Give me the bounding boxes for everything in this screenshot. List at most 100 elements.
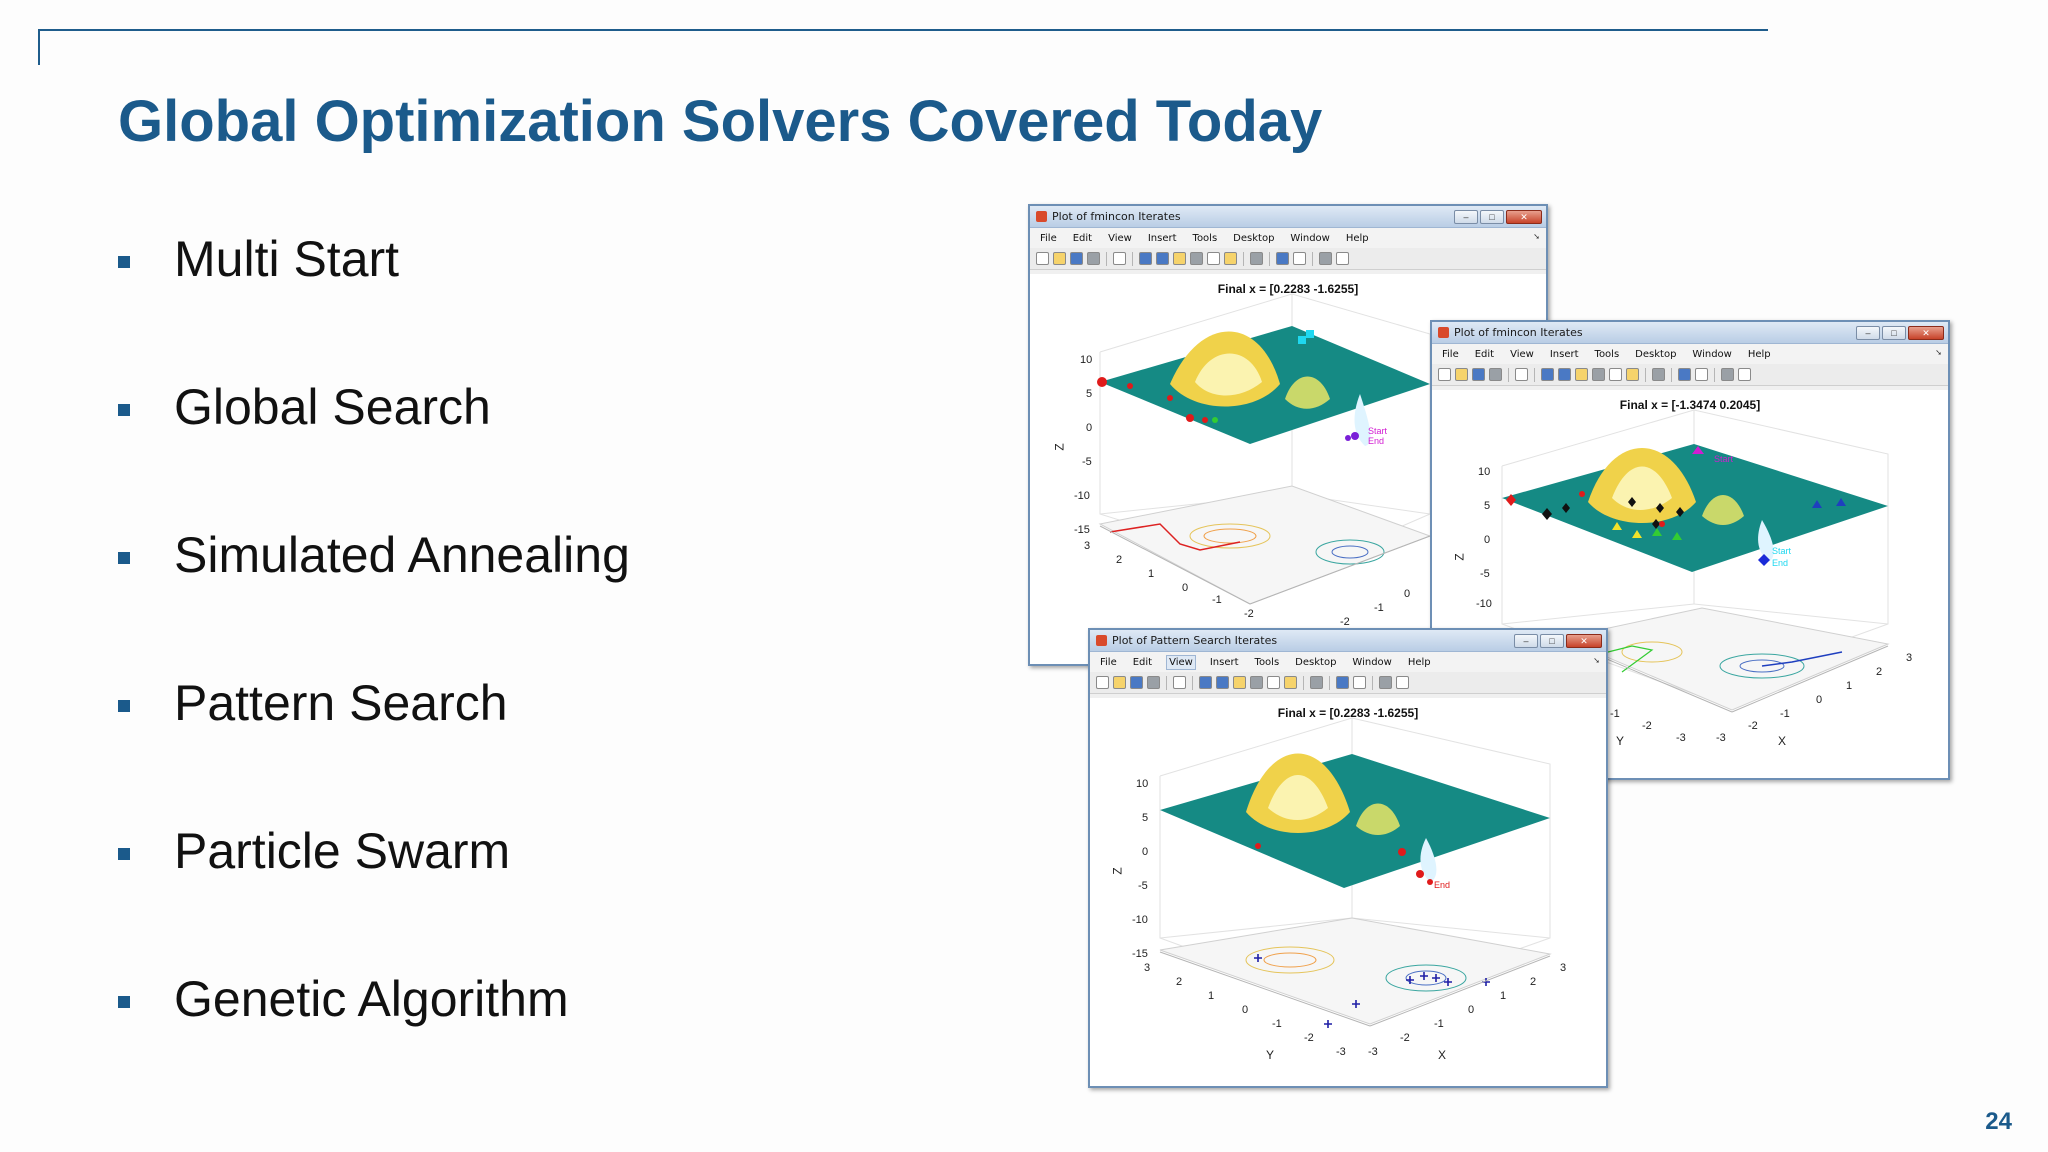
menu-insert[interactable]: Insert (1209, 656, 1239, 668)
link-plot-icon[interactable] (1652, 368, 1665, 381)
figure-toolbar (1432, 364, 1948, 386)
menu-insert[interactable]: Insert (1549, 348, 1579, 360)
open-file-icon[interactable] (1053, 252, 1066, 265)
data-cursor-icon[interactable] (1267, 676, 1280, 689)
print-icon[interactable] (1087, 252, 1100, 265)
brush-icon[interactable] (1284, 676, 1297, 689)
close-button[interactable]: ✕ (1566, 633, 1602, 648)
menu-dock-arrow-icon[interactable]: ➘ (1593, 656, 1600, 665)
menu-file[interactable]: File (1100, 656, 1117, 668)
new-figure-icon[interactable] (1096, 676, 1109, 689)
menu-edit[interactable]: Edit (1072, 232, 1093, 244)
close-button[interactable]: ✕ (1908, 325, 1944, 340)
new-figure-icon[interactable] (1438, 368, 1451, 381)
window-titlebar[interactable]: Plot of fmincon Iterates – □ ✕ (1432, 322, 1948, 344)
show-plot-tools-icon[interactable] (1396, 676, 1409, 689)
menu-dock-arrow-icon[interactable]: ➘ (1533, 232, 1540, 241)
z-tick: -15 (1132, 948, 1148, 960)
z-tick: 0 (1142, 846, 1149, 858)
zoom-out-icon[interactable] (1558, 368, 1571, 381)
menu-edit[interactable]: Edit (1132, 656, 1153, 668)
hide-plot-tools-icon[interactable] (1721, 368, 1734, 381)
hide-plot-tools-icon[interactable] (1319, 252, 1332, 265)
insert-legend-icon[interactable] (1353, 676, 1366, 689)
menu-desktop[interactable]: Desktop (1635, 348, 1677, 360)
rotate-3d-icon[interactable] (1592, 368, 1605, 381)
menu-window[interactable]: Window (1352, 656, 1392, 668)
z-tick: -5 (1138, 880, 1148, 892)
menu-dock-arrow-icon[interactable]: ➘ (1935, 348, 1942, 357)
save-icon[interactable] (1472, 368, 1485, 381)
minimize-button[interactable]: – (1514, 633, 1538, 648)
pan-icon[interactable] (1233, 676, 1246, 689)
brush-icon[interactable] (1626, 368, 1639, 381)
maximize-button[interactable]: □ (1480, 209, 1504, 224)
print-icon[interactable] (1147, 676, 1160, 689)
minimize-button[interactable]: – (1454, 209, 1478, 224)
print-icon[interactable] (1489, 368, 1502, 381)
menu-help[interactable]: Help (1747, 348, 1771, 360)
minimize-button[interactable]: – (1856, 325, 1880, 340)
link-plot-icon[interactable] (1310, 676, 1323, 689)
maximize-button[interactable]: □ (1882, 325, 1906, 340)
list-item-label: Multi Start (174, 231, 400, 287)
zoom-in-icon[interactable] (1199, 676, 1212, 689)
link-plot-icon[interactable] (1250, 252, 1263, 265)
zoom-in-icon[interactable] (1541, 368, 1554, 381)
save-icon[interactable] (1070, 252, 1083, 265)
menu-tools[interactable]: Tools (1192, 232, 1218, 244)
menu-help[interactable]: Help (1345, 232, 1369, 244)
open-file-icon[interactable] (1455, 368, 1468, 381)
zoom-out-icon[interactable] (1216, 676, 1229, 689)
menu-view[interactable]: View (1510, 348, 1534, 360)
menu-file[interactable]: File (1040, 232, 1057, 244)
close-button[interactable]: ✕ (1506, 209, 1542, 224)
plot-area[interactable]: Final x = [0.2283 -1.6255] 10 5 0 -5 -10… (1090, 698, 1606, 1086)
menu-help[interactable]: Help (1407, 656, 1431, 668)
menu-desktop[interactable]: Desktop (1233, 232, 1275, 244)
figure-window-pattern-search[interactable]: Plot of Pattern Search Iterates – □ ✕ Fi… (1088, 628, 1608, 1088)
x-tick: 2 (1530, 976, 1537, 988)
menu-view[interactable]: View (1108, 232, 1132, 244)
hide-plot-tools-icon[interactable] (1379, 676, 1392, 689)
figure-window-fmincon-2[interactable]: Plot of fmincon Iterates – □ ✕ File Edit… (1430, 320, 1950, 780)
menu-view[interactable]: View (1166, 654, 1196, 670)
menu-desktop[interactable]: Desktop (1295, 656, 1337, 668)
pan-icon[interactable] (1575, 368, 1588, 381)
plot-area[interactable]: Final x = [-1.3474 0.2045] 10 5 0 -5 -10… (1432, 390, 1948, 778)
save-icon[interactable] (1130, 676, 1143, 689)
insert-legend-icon[interactable] (1695, 368, 1708, 381)
insert-colorbar-icon[interactable] (1678, 368, 1691, 381)
matlab-icon (1438, 327, 1449, 338)
maximize-button[interactable]: □ (1540, 633, 1564, 648)
show-plot-tools-icon[interactable] (1738, 368, 1751, 381)
menu-window[interactable]: Window (1290, 232, 1330, 244)
menu-edit[interactable]: Edit (1474, 348, 1495, 360)
pan-icon[interactable] (1173, 252, 1186, 265)
zoom-in-icon[interactable] (1139, 252, 1152, 265)
edit-plot-icon[interactable] (1515, 368, 1528, 381)
y-tick: -2 (1304, 1032, 1314, 1044)
rotate-3d-icon[interactable] (1190, 252, 1203, 265)
window-titlebar[interactable]: Plot of Pattern Search Iterates – □ ✕ (1090, 630, 1606, 652)
menu-file[interactable]: File (1442, 348, 1459, 360)
zoom-out-icon[interactable] (1156, 252, 1169, 265)
show-plot-tools-icon[interactable] (1336, 252, 1349, 265)
data-cursor-icon[interactable] (1609, 368, 1622, 381)
window-titlebar[interactable]: Plot of fmincon Iterates – □ ✕ (1030, 206, 1546, 228)
data-cursor-icon[interactable] (1207, 252, 1220, 265)
menu-tools[interactable]: Tools (1254, 656, 1280, 668)
menu-tools[interactable]: Tools (1594, 348, 1620, 360)
menu-window[interactable]: Window (1692, 348, 1732, 360)
rotate-3d-icon[interactable] (1250, 676, 1263, 689)
brush-icon[interactable] (1224, 252, 1237, 265)
menu-insert[interactable]: Insert (1147, 232, 1177, 244)
y-tick: 2 (1116, 554, 1123, 566)
insert-legend-icon[interactable] (1293, 252, 1306, 265)
edit-plot-icon[interactable] (1173, 676, 1186, 689)
insert-colorbar-icon[interactable] (1336, 676, 1349, 689)
new-figure-icon[interactable] (1036, 252, 1049, 265)
insert-colorbar-icon[interactable] (1276, 252, 1289, 265)
edit-plot-icon[interactable] (1113, 252, 1126, 265)
open-file-icon[interactable] (1113, 676, 1126, 689)
